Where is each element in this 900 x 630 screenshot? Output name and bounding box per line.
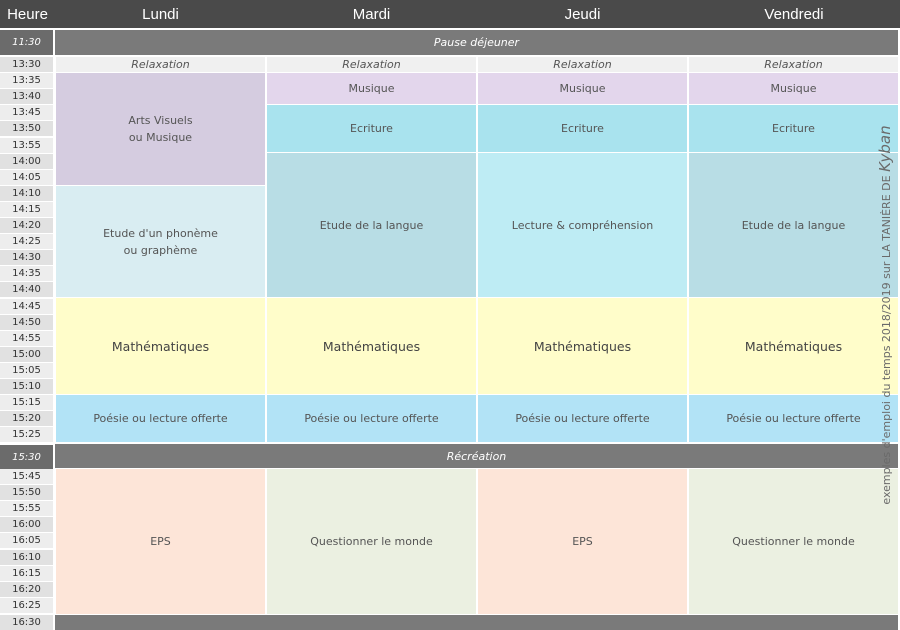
vendredi-mathematiques: Mathématiques — [689, 298, 898, 394]
time-slot: 15:10 — [0, 379, 53, 394]
lundi-phoneme: Etude d'un phonème ou graphème — [56, 186, 265, 297]
time-slot: 13:35 — [0, 73, 53, 89]
time-slot: 15:00 — [0, 346, 53, 362]
header-day-lundi: Lundi — [55, 0, 266, 28]
time-slot: 11:30 — [0, 30, 53, 55]
time-slot: 16:05 — [0, 533, 53, 549]
lunch-band: Pause déjeuner — [55, 30, 898, 55]
jeudi-ecriture: Ecriture — [478, 105, 687, 152]
time-slot: 15:05 — [0, 362, 53, 378]
time-slot: 14:15 — [0, 201, 53, 217]
jeudi-relaxation: Relaxation — [478, 57, 687, 72]
time-slot: 14:45 — [0, 298, 53, 314]
mardi-ecriture: Ecriture — [267, 105, 476, 152]
watermark: exemples d'emploi du temps 2018/2019 sur… — [876, 125, 894, 504]
jeudi-poesie: Poésie ou lecture offerte — [478, 395, 687, 442]
end-band — [55, 615, 898, 630]
vendredi-questionner-le-monde: Questionner le monde — [689, 469, 898, 614]
mardi-mathematiques: Mathématiques — [267, 298, 476, 394]
time-slot: 14:50 — [0, 314, 53, 330]
time-slot: 15:15 — [0, 395, 53, 411]
jeudi-musique: Musique — [478, 73, 687, 104]
time-slot: 14:30 — [0, 250, 53, 266]
lundi-eps: EPS — [56, 469, 265, 614]
watermark-text: exemples d'emploi du temps 2018/2019 sur… — [880, 175, 893, 505]
time-slot: 14:00 — [0, 153, 53, 169]
time-slot: 14:55 — [0, 330, 53, 346]
jeudi-mathematiques: Mathématiques — [478, 298, 687, 394]
time-slot: 14:10 — [0, 185, 53, 201]
header-day-jeudi: Jeudi — [477, 0, 688, 28]
time-slot: 15:45 — [0, 469, 53, 484]
time-slot: 14:20 — [0, 218, 53, 233]
time-slot: 14:25 — [0, 234, 53, 250]
lundi-mathematiques: Mathématiques — [56, 298, 265, 394]
lundi-poesie: Poésie ou lecture offerte — [56, 395, 265, 442]
time-slot: 15:55 — [0, 501, 53, 517]
time-slot: 13:55 — [0, 137, 53, 153]
header-day-mardi: Mardi — [266, 0, 477, 28]
mardi-etude-langue: Etude de la langue — [267, 153, 476, 297]
time-slot: 14:35 — [0, 266, 53, 282]
time-slot: 16:10 — [0, 549, 53, 565]
time-slot: 15:25 — [0, 427, 53, 443]
vendredi-ecriture: Ecriture — [689, 105, 898, 152]
mardi-questionner-le-monde: Questionner le monde — [267, 469, 476, 614]
jeudi-eps: EPS — [478, 469, 687, 614]
time-slot: 13:50 — [0, 121, 53, 137]
mardi-relaxation: Relaxation — [267, 57, 476, 72]
time-slot: 16:20 — [0, 581, 53, 597]
mardi-poesie: Poésie ou lecture offerte — [267, 395, 476, 442]
header-day-vendredi: Vendredi — [688, 0, 900, 28]
time-slot: 14:40 — [0, 282, 53, 298]
jeudi-lecture-comprehension: Lecture & compréhension — [478, 153, 687, 297]
time-slot: 13:45 — [0, 105, 53, 121]
time-slot: 16:00 — [0, 517, 53, 533]
mardi-musique: Musique — [267, 73, 476, 104]
time-slot: 16:25 — [0, 597, 53, 613]
time-slot: 15:50 — [0, 485, 53, 501]
lundi-arts-visuels: Arts Visuels ou Musique — [56, 73, 265, 185]
time-slot: 16:15 — [0, 565, 53, 581]
time-slot: 15:20 — [0, 411, 53, 427]
vendredi-relaxation: Relaxation — [689, 57, 898, 72]
lundi-relaxation: Relaxation — [56, 57, 265, 72]
time-slot: 16:30 — [0, 615, 53, 630]
time-slot: 15:30 — [0, 445, 53, 469]
time-slot: 13:40 — [0, 89, 53, 105]
watermark-brand: Kyban — [876, 125, 894, 172]
recreation-band: Récréation — [55, 444, 898, 468]
vendredi-etude-langue: Etude de la langue — [689, 153, 898, 297]
vendredi-poesie: Poésie ou lecture offerte — [689, 395, 898, 442]
vendredi-musique: Musique — [689, 73, 898, 104]
time-slot: 14:05 — [0, 169, 53, 185]
header-heure: Heure — [0, 0, 55, 28]
time-slot: 13:30 — [0, 57, 53, 72]
